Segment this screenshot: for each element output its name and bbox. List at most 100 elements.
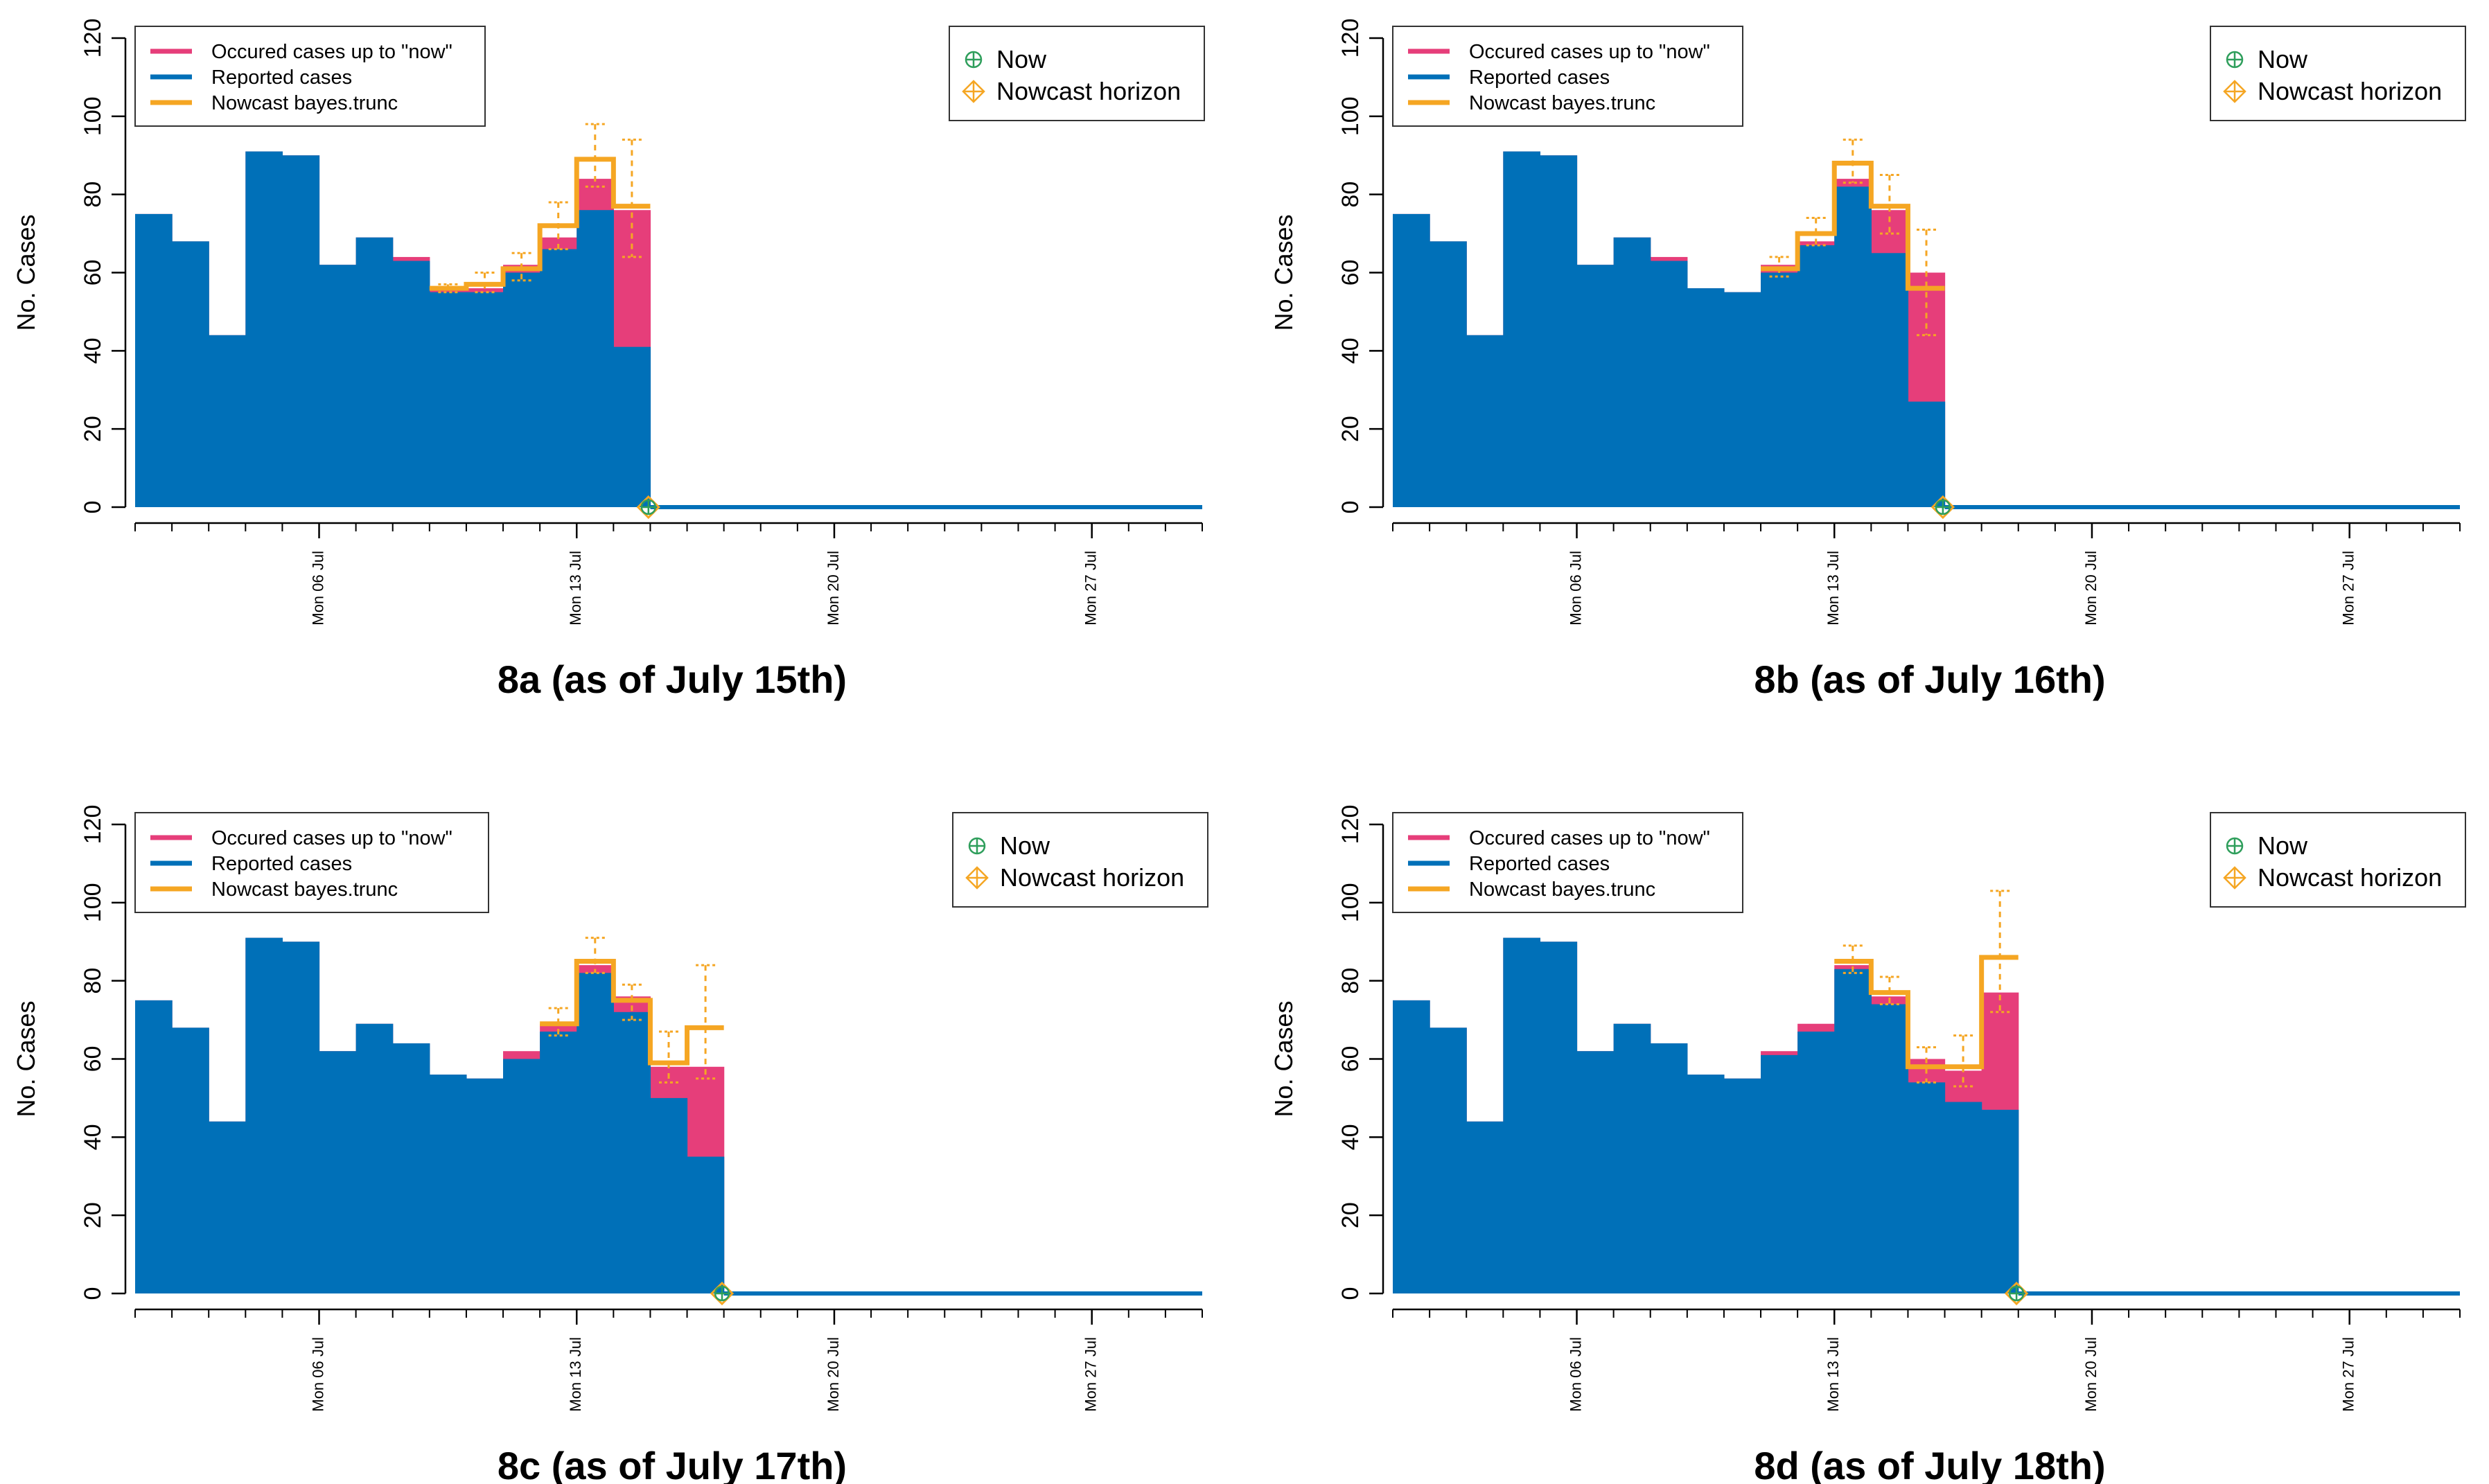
x-tick-label: Mon 20 Jul [2082,551,2100,626]
reported-bar [1466,335,1504,507]
reported-bar [1650,260,1688,507]
y-tick-label: 40 [80,337,106,364]
reported-bar [1871,1004,1909,1293]
legend-right-label: Nowcast horizon [2258,863,2442,892]
legend-right: Now Nowcast horizon [949,26,1205,121]
y-axis-label: No. Cases [1269,1000,1298,1117]
reported-bar [209,335,246,507]
legend-right: Now Nowcast horizon [952,812,1208,908]
legend-right-frame [949,26,1205,121]
reported-bar [429,292,467,507]
legend-left-label: Reported cases [1469,67,1610,89]
legend-right: Now Nowcast horizon [2210,26,2466,121]
reported-bar [577,210,614,507]
x-tick-label: Mon 27 Jul [1082,551,1100,626]
legend-left: Occured cases up to "now" Reported cases N… [1392,26,1743,127]
x-tick-label: Mon 06 Jul [309,1337,326,1412]
reported-bar [1687,1075,1725,1293]
nowcast-step-line [540,958,724,1066]
reported-bar [1761,272,1798,507]
legend-left-label: Occured cases up to "now" [211,827,452,849]
legend-left: Occured cases up to "now" Reported cases N… [1392,812,1743,913]
legend-left-label: Nowcast bayes.trunc [1469,878,1655,901]
reported-bar [1576,265,1615,507]
reported-bar [392,1043,430,1293]
panel-caption: 8a (as of July 15th) [498,657,847,701]
y-tick-label: 20 [80,416,106,442]
reported-bar [1393,213,1430,507]
chart-panel-a: 0 20 40 60 80 100 120 No. Cases Mon 06 Jul Mon 13… [12,19,1205,701]
reported-bar [540,1032,577,1293]
panel-caption: 8b (as of July 16th) [1754,657,2105,701]
y-tick-label: 100 [1337,883,1364,922]
legend-left-label: Nowcast bayes.trunc [1469,92,1655,114]
x-tick-label: Mon 13 Jul [567,551,584,626]
reported-bar [1797,1032,1835,1293]
reported-bar [1944,1102,1982,1293]
y-tick-label: 0 [1337,501,1364,514]
reported-bar [1576,1051,1615,1293]
reported-bar [1981,1109,2019,1293]
reported-bar [1797,245,1835,507]
reported-bar [1540,155,1578,507]
reported-bar [1908,1082,1946,1293]
x-tick-label: Mon 20 Jul [825,551,842,626]
legend-left-label: Reported cases [1469,853,1610,875]
reported-bar [1834,186,1872,507]
reported-bar [1908,401,1946,507]
y-tick-label: 20 [1337,416,1364,442]
reported-bar [135,213,173,507]
legend-left-frame [1392,812,1743,913]
legend-right-label: Now [996,45,1047,73]
y-tick-label: 80 [1337,968,1364,994]
y-tick-label: 80 [80,182,106,208]
legend-left-label: Occured cases up to "now" [1469,827,1710,849]
y-tick-label: 20 [80,1202,106,1228]
reported-bar [355,237,394,507]
reported-bar [1503,937,1541,1293]
legend-left: Occured cases up to "now" Reported cases N… [134,812,489,913]
y-tick-label: 60 [80,260,106,286]
reported-bar [1393,1000,1430,1293]
x-tick-label: Mon 20 Jul [2082,1337,2100,1412]
reported-bar [245,151,283,507]
y-axis-label: No. Cases [1269,214,1298,330]
nowcast-step-line [1834,955,2019,1070]
reported-bar [1613,237,1651,507]
y-tick-label: 120 [1337,805,1364,845]
legend-right-label: Now [2258,831,2308,860]
reported-bar [1430,1027,1467,1293]
panel-caption: 8d (as of July 18th) [1754,1444,2105,1484]
reported-bar [1723,292,1761,507]
reported-bar [1650,1043,1688,1293]
y-tick-label: 0 [80,1287,106,1300]
reported-bar [135,1000,173,1293]
legend-left-label: Occured cases up to "now" [1469,41,1710,63]
legend-left-frame [134,26,486,127]
y-tick-label: 100 [80,883,106,922]
x-tick-label: Mon 06 Jul [1567,1337,1584,1412]
reported-bar [319,265,357,507]
reported-bar [355,1023,394,1293]
reported-bar [613,346,651,507]
legend-right-label: Nowcast horizon [1000,863,1184,892]
legend-right: Now Nowcast horizon [2210,812,2466,908]
reported-bar [503,272,540,507]
y-tick-label: 120 [1337,19,1364,58]
legend-left-label: Nowcast bayes.trunc [211,878,398,901]
reported-bar [466,1078,504,1293]
reported-bar [1503,151,1541,507]
y-tick-label: 40 [1337,1124,1364,1150]
y-tick-label: 60 [1337,260,1364,286]
y-tick-label: 0 [1337,1287,1364,1300]
x-tick-label: Mon 27 Jul [2340,551,2357,626]
reported-bar [429,1075,467,1293]
reported-bar [209,1121,246,1293]
chart-panel-b: 0 20 40 60 80 100 120 No. Cases Mon 06 Jul Mon 13… [1269,19,2466,701]
y-tick-label: 40 [1337,337,1364,364]
reported-bar [1723,1078,1761,1293]
reported-bar [503,1059,540,1293]
reported-bar [687,1156,725,1293]
y-tick-label: 60 [1337,1046,1364,1072]
legend-left-label: Nowcast bayes.trunc [211,92,398,114]
